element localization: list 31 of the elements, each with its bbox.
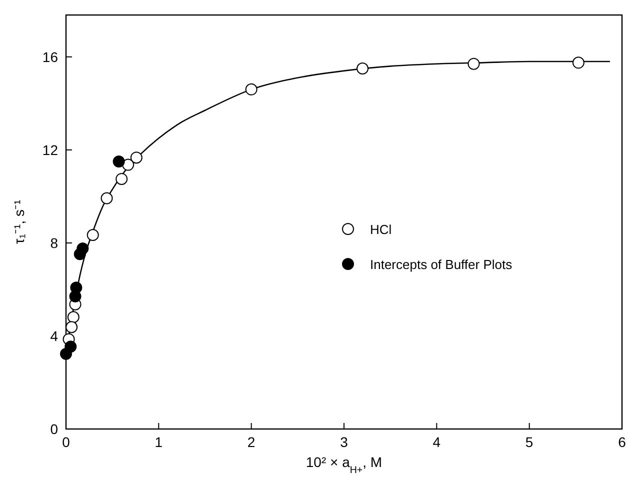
point	[66, 321, 78, 334]
point	[60, 348, 72, 360]
x-tick-label: 0	[62, 434, 70, 450]
point	[112, 156, 125, 168]
point	[468, 58, 480, 70]
x-tick-label: 1	[154, 434, 163, 450]
legend-label: Intercepts of Buffer Plots	[370, 256, 513, 272]
point	[74, 248, 86, 260]
point	[100, 192, 113, 204]
y-tick-label: 4	[50, 328, 58, 344]
legend-label: HCl	[370, 222, 392, 237]
point	[245, 83, 258, 96]
y-tick-label: 0	[50, 421, 58, 437]
point	[572, 56, 584, 69]
y-tick-label: 8	[50, 234, 58, 251]
x-tick-label: 5	[525, 434, 534, 450]
y-tick-label: 12	[42, 142, 58, 158]
x-axis-title: 10² × a$_{H+}$, M	[306, 454, 382, 476]
y-axis-title: τ₁⁻¹, s⁻¹	[11, 199, 27, 244]
x-tick-label: 2	[247, 434, 256, 450]
x-tick-label: 3	[340, 434, 348, 450]
point	[67, 311, 80, 324]
x-tick-label: 6	[618, 434, 626, 450]
point	[86, 229, 99, 242]
x-tick-label: 4	[432, 434, 441, 450]
point	[69, 290, 82, 302]
point	[116, 172, 128, 185]
point	[122, 158, 134, 171]
point	[130, 152, 142, 164]
y-tick-label: 16	[42, 48, 58, 65]
point	[356, 62, 369, 74]
